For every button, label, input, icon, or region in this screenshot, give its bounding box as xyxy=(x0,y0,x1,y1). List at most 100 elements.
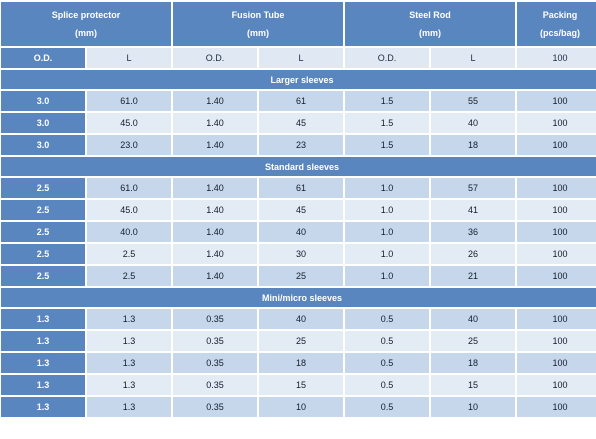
table-row: 1.3 1.3 0.35 25 0.5 25 100 xyxy=(1,331,596,351)
cell-splice-length: 2.5 xyxy=(87,244,172,264)
cell-tube-length: 30 xyxy=(259,244,344,264)
table-row: 1.3 1.3 0.35 18 0.5 18 100 xyxy=(1,353,596,373)
header-title: Packing xyxy=(542,10,578,20)
cell-rod-od: 1.0 xyxy=(345,178,430,198)
cell-tube-od: 1.40 xyxy=(173,266,258,286)
section-title: Mini/micro sleeves xyxy=(1,288,596,307)
cell-packing: 100 xyxy=(517,222,596,242)
cell-packing: 100 xyxy=(517,200,596,220)
cell-packing: 100 xyxy=(517,331,596,351)
table-row: 1.3 1.3 0.35 40 0.5 40 100 xyxy=(1,309,596,329)
cell-splice-length: 2.5 xyxy=(87,266,172,286)
cell-tube-od: 1.40 xyxy=(173,178,258,198)
cell-tube-od: 1.40 xyxy=(173,135,258,155)
subheader-packing: 100 xyxy=(517,48,596,68)
cell-rod-od: 1.0 xyxy=(345,222,430,242)
header-unit: (pcs/bag) xyxy=(540,28,581,38)
cell-packing: 100 xyxy=(517,266,596,286)
cell-splice-od: 2.5 xyxy=(1,200,85,220)
cell-tube-length: 40 xyxy=(259,309,344,329)
cell-rod-od: 0.5 xyxy=(345,331,430,351)
subheader-row: O.D. L O.D. L O.D. L 100 xyxy=(1,48,596,68)
cell-splice-od: 1.3 xyxy=(1,309,85,329)
subheader-l: L xyxy=(431,48,516,68)
cell-rod-od: 0.5 xyxy=(345,375,430,395)
cell-rod-length: 21 xyxy=(431,266,516,286)
cell-splice-od: 2.5 xyxy=(1,178,85,198)
cell-packing: 100 xyxy=(517,113,596,133)
cell-splice-length: 1.3 xyxy=(87,353,172,373)
table-row: 2.5 45.0 1.40 45 1.0 41 100 xyxy=(1,200,596,220)
cell-tube-length: 10 xyxy=(259,397,344,417)
cell-tube-length: 18 xyxy=(259,353,344,373)
spec-table-body: Splice protector (mm) Fusion Tube (mm) S… xyxy=(1,2,596,417)
header-unit: (mm) xyxy=(247,28,270,38)
cell-rod-length: 55 xyxy=(431,91,516,111)
cell-splice-length: 40.0 xyxy=(87,222,172,242)
section-header-row: Larger sleeves xyxy=(1,70,596,89)
cell-splice-od: 1.3 xyxy=(1,397,85,417)
cell-tube-length: 15 xyxy=(259,375,344,395)
subheader-od: O.D. xyxy=(1,48,85,68)
cell-packing: 100 xyxy=(517,309,596,329)
cell-rod-length: 15 xyxy=(431,375,516,395)
cell-rod-od: 0.5 xyxy=(345,353,430,373)
cell-splice-od: 1.3 xyxy=(1,375,85,395)
table-row: 3.0 61.0 1.40 61 1.5 55 100 xyxy=(1,91,596,111)
cell-tube-od: 0.35 xyxy=(173,375,258,395)
subheader-od: O.D. xyxy=(173,48,258,68)
table-row: 2.5 61.0 1.40 61 1.0 57 100 xyxy=(1,178,596,198)
cell-packing: 100 xyxy=(517,397,596,417)
cell-tube-length: 45 xyxy=(259,200,344,220)
cell-tube-length: 45 xyxy=(259,113,344,133)
cell-rod-od: 1.0 xyxy=(345,200,430,220)
cell-packing: 100 xyxy=(517,91,596,111)
cell-tube-od: 1.40 xyxy=(173,200,258,220)
cell-splice-length: 1.3 xyxy=(87,309,172,329)
cell-tube-od: 1.40 xyxy=(173,113,258,133)
subheader-l: L xyxy=(259,48,344,68)
table-row: 3.0 45.0 1.40 45 1.5 40 100 xyxy=(1,113,596,133)
cell-tube-length: 40 xyxy=(259,222,344,242)
table-row: 1.3 1.3 0.35 10 0.5 10 100 xyxy=(1,397,596,417)
header-steel-rod: Steel Rod (mm) xyxy=(345,2,516,46)
cell-rod-length: 25 xyxy=(431,331,516,351)
section-title: Standard sleeves xyxy=(1,157,596,176)
cell-tube-length: 25 xyxy=(259,331,344,351)
section-header-row: Mini/micro sleeves xyxy=(1,288,596,307)
cell-tube-length: 23 xyxy=(259,135,344,155)
cell-splice-od: 3.0 xyxy=(1,91,85,111)
cell-splice-od: 2.5 xyxy=(1,266,85,286)
cell-splice-length: 45.0 xyxy=(87,113,172,133)
cell-splice-od: 3.0 xyxy=(1,113,85,133)
cell-rod-length: 40 xyxy=(431,113,516,133)
header-unit: (mm) xyxy=(419,28,442,38)
cell-rod-length: 18 xyxy=(431,353,516,373)
cell-splice-length: 61.0 xyxy=(87,91,172,111)
cell-splice-length: 23.0 xyxy=(87,135,172,155)
spec-table: Splice protector (mm) Fusion Tube (mm) S… xyxy=(1,2,596,417)
table-row: 2.5 2.5 1.40 30 1.0 26 100 xyxy=(1,244,596,264)
subheader-od: O.D. xyxy=(345,48,430,68)
cell-rod-od: 1.5 xyxy=(345,135,430,155)
cell-splice-length: 1.3 xyxy=(87,331,172,351)
header-title: Fusion Tube xyxy=(231,10,285,20)
cell-rod-od: 1.0 xyxy=(345,266,430,286)
cell-splice-length: 1.3 xyxy=(87,375,172,395)
cell-splice-od: 2.5 xyxy=(1,244,85,264)
cell-rod-length: 57 xyxy=(431,178,516,198)
cell-splice-length: 1.3 xyxy=(87,397,172,417)
cell-splice-length: 45.0 xyxy=(87,200,172,220)
cell-rod-od: 1.5 xyxy=(345,113,430,133)
cell-rod-od: 1.5 xyxy=(345,91,430,111)
cell-packing: 100 xyxy=(517,375,596,395)
cell-tube-od: 0.35 xyxy=(173,353,258,373)
cell-tube-od: 0.35 xyxy=(173,331,258,351)
table-row: 1.3 1.3 0.35 15 0.5 15 100 xyxy=(1,375,596,395)
cell-rod-length: 41 xyxy=(431,200,516,220)
cell-rod-od: 0.5 xyxy=(345,309,430,329)
table-row: 2.5 2.5 1.40 25 1.0 21 100 xyxy=(1,266,596,286)
cell-tube-length: 61 xyxy=(259,91,344,111)
header-title: Splice protector xyxy=(51,10,121,20)
subheader-l: L xyxy=(87,48,172,68)
